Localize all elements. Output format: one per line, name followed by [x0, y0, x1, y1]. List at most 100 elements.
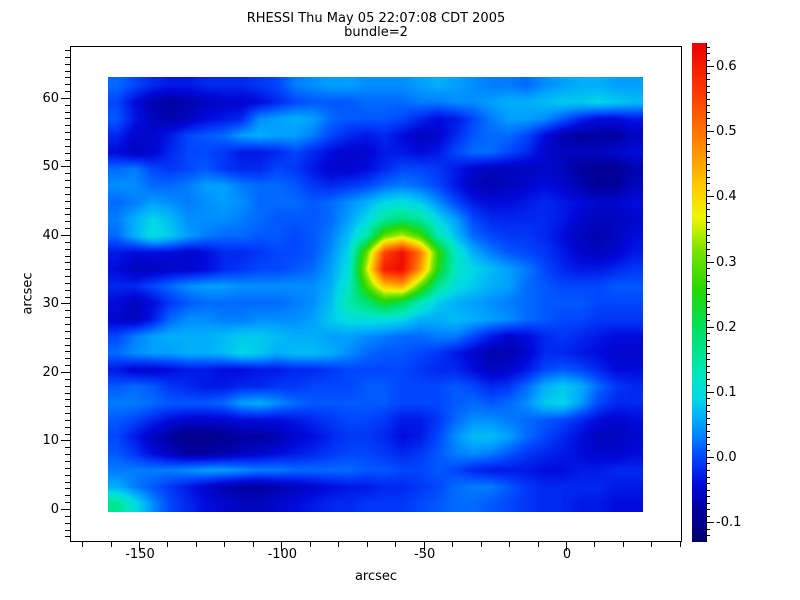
- y-axis-tick-label: 10: [42, 433, 59, 449]
- colorbar-minor-tick: [706, 353, 710, 354]
- colorbar-minor-tick: [706, 359, 710, 360]
- y-axis-minor-tick: [65, 146, 70, 147]
- y-axis-major-tick: [61, 372, 70, 373]
- colorbar-minor-tick: [706, 73, 710, 74]
- y-axis-tick-label: 20: [42, 364, 59, 380]
- colorbar-minor-tick: [706, 366, 710, 367]
- colorbar-minor-tick: [706, 138, 710, 139]
- colorbar-minor-tick: [706, 398, 710, 399]
- colorbar-minor-tick: [706, 170, 710, 171]
- y-axis-minor-tick: [65, 338, 70, 339]
- y-axis-minor-tick: [65, 468, 70, 469]
- y-axis-minor-tick: [65, 461, 70, 462]
- y-axis-minor-tick: [65, 125, 70, 126]
- y-axis-minor-tick: [65, 57, 70, 58]
- y-axis-minor-tick: [65, 283, 70, 284]
- y-axis-minor-tick: [65, 153, 70, 154]
- y-axis-minor-tick: [65, 160, 70, 161]
- y-axis-minor-tick: [65, 447, 70, 448]
- colorbar-minor-tick: [706, 320, 710, 321]
- colorbar-tick-label: 0.0: [716, 449, 737, 465]
- y-axis-minor-tick: [65, 242, 70, 243]
- y-axis-minor-tick: [65, 173, 70, 174]
- plot-title: RHESSI Thu May 05 22:07:08 CDT 2005: [246, 11, 506, 26]
- colorbar-minor-tick: [706, 229, 710, 230]
- y-axis-minor-tick: [65, 180, 70, 181]
- y-axis-minor-tick: [65, 379, 70, 380]
- x-axis-minor-tick: [481, 542, 482, 547]
- x-axis-minor-tick: [651, 542, 652, 547]
- y-axis-minor-tick: [65, 536, 70, 537]
- y-axis-minor-tick: [65, 276, 70, 277]
- colorbar-minor-tick: [706, 333, 710, 334]
- colorbar-minor-tick: [706, 47, 710, 48]
- y-axis-minor-tick: [65, 427, 70, 428]
- y-axis-minor-tick: [65, 208, 70, 209]
- colorbar-minor-tick: [706, 463, 710, 464]
- y-axis-minor-tick: [65, 187, 70, 188]
- x-axis-major-tick: [566, 542, 567, 551]
- y-axis-minor-tick: [65, 64, 70, 65]
- y-axis-minor-tick: [65, 194, 70, 195]
- x-axis-minor-tick: [452, 542, 453, 547]
- colorbar-minor-tick: [706, 164, 710, 165]
- y-axis-major-tick: [61, 235, 70, 236]
- colorbar-minor-tick: [706, 242, 710, 243]
- colorbar-minor-tick: [706, 255, 710, 256]
- colorbar-minor-tick: [706, 529, 710, 530]
- heatmap-image: [108, 77, 643, 512]
- x-axis-minor-tick: [367, 542, 368, 547]
- colorbar-minor-tick: [706, 516, 710, 517]
- x-axis-minor-tick: [680, 542, 681, 547]
- x-axis-tick-label: -150: [125, 547, 155, 562]
- colorbar-major-tick: [706, 66, 714, 67]
- colorbar-minor-tick: [706, 222, 710, 223]
- y-axis-major-tick: [61, 166, 70, 167]
- y-axis-minor-tick: [65, 91, 70, 92]
- y-axis-major-tick: [61, 440, 70, 441]
- colorbar-minor-tick: [706, 99, 710, 100]
- colorbar-minor-tick: [706, 249, 710, 250]
- colorbar-minor-tick: [706, 105, 710, 106]
- y-axis-minor-tick: [65, 393, 70, 394]
- colorbar-minor-tick: [706, 125, 710, 126]
- colorbar-minor-tick: [706, 483, 710, 484]
- colorbar-minor-tick: [706, 431, 710, 432]
- colorbar-axis-line: [706, 43, 707, 542]
- colorbar-tick-label: 0.5: [716, 124, 737, 140]
- x-axis-minor-tick: [196, 542, 197, 547]
- colorbar-minor-tick: [706, 275, 710, 276]
- colorbar-major-tick: [706, 196, 714, 197]
- y-axis-tick-label: 40: [42, 227, 59, 243]
- colorbar-minor-tick: [706, 307, 710, 308]
- colorbar-minor-tick: [706, 424, 710, 425]
- y-axis-minor-tick: [65, 502, 70, 503]
- x-axis-minor-tick: [310, 542, 311, 547]
- colorbar-minor-tick: [706, 190, 710, 191]
- colorbar-minor-tick: [706, 405, 710, 406]
- colorbar-minor-tick: [706, 216, 710, 217]
- y-axis-minor-tick: [65, 228, 70, 229]
- colorbar-tick-label: 0.1: [716, 384, 737, 400]
- x-axis-minor-tick: [623, 542, 624, 547]
- colorbar-gradient: [692, 43, 706, 542]
- y-axis-minor-tick: [65, 345, 70, 346]
- colorbar-tick-label: 0.6: [716, 59, 737, 75]
- colorbar-minor-tick: [706, 509, 710, 510]
- colorbar-minor-tick: [706, 470, 710, 471]
- colorbar-minor-tick: [706, 235, 710, 236]
- x-axis-minor-tick: [509, 542, 510, 547]
- x-axis-minor-tick: [224, 542, 225, 547]
- y-axis-minor-tick: [65, 105, 70, 106]
- colorbar-minor-tick: [706, 503, 710, 504]
- x-axis-minor-tick: [111, 542, 112, 547]
- colorbar-minor-tick: [706, 144, 710, 145]
- colorbar-minor-tick: [706, 112, 710, 113]
- colorbar-minor-tick: [706, 450, 710, 451]
- x-axis-tick-label: -100: [267, 547, 298, 562]
- colorbar-minor-tick: [706, 346, 710, 347]
- x-axis-tick-label: 0: [562, 547, 572, 562]
- colorbar-minor-tick: [706, 411, 710, 412]
- colorbar-major-tick: [706, 262, 714, 263]
